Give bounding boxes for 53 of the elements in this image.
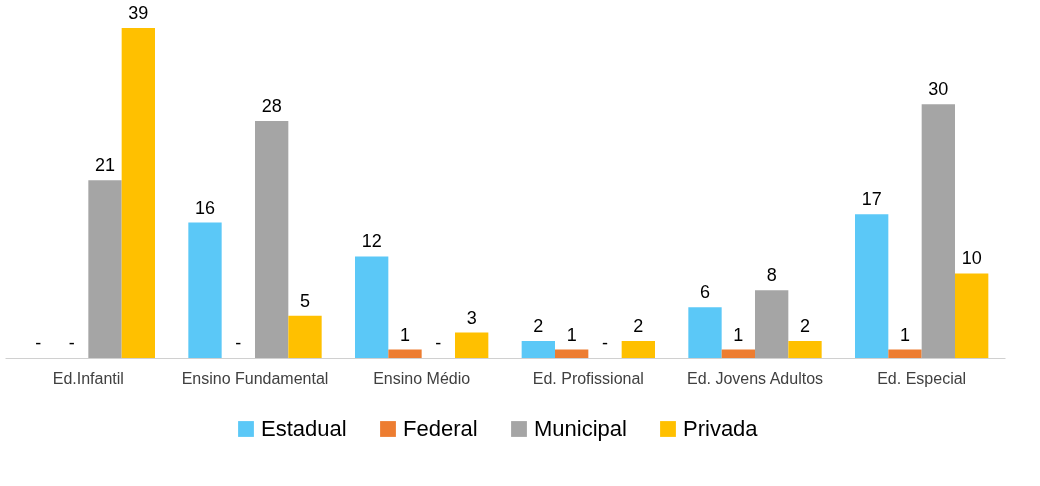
legend-label: Municipal bbox=[534, 416, 627, 441]
legend-label: Privada bbox=[683, 416, 759, 441]
data-label: 8 bbox=[766, 265, 777, 286]
data-label: 1 bbox=[899, 324, 911, 345]
data-label: 1 bbox=[399, 324, 411, 345]
data-label: 30 bbox=[928, 79, 949, 100]
x-tick-label: Ensino Fundamental bbox=[181, 369, 329, 387]
bar bbox=[755, 290, 789, 358]
bar bbox=[88, 180, 122, 358]
text: - bbox=[435, 333, 442, 353]
bar bbox=[788, 341, 822, 358]
bar bbox=[855, 214, 889, 358]
bar bbox=[255, 121, 289, 358]
text: - bbox=[68, 333, 75, 353]
legend-label: Estadual bbox=[261, 416, 347, 441]
data-label: 12 bbox=[361, 231, 382, 252]
bar bbox=[188, 222, 222, 358]
bar bbox=[688, 307, 722, 358]
x-tick-label: Ensino Médio bbox=[373, 369, 471, 387]
data-label: 21 bbox=[94, 155, 116, 176]
data-label: 2 bbox=[533, 316, 544, 337]
data-label: 16 bbox=[194, 197, 216, 218]
text: - bbox=[35, 333, 42, 353]
data-label: 1 bbox=[566, 324, 577, 345]
bar bbox=[521, 341, 555, 358]
bar bbox=[121, 28, 155, 358]
data-label: 6 bbox=[699, 282, 711, 303]
x-tick-label: Ed. Especial bbox=[877, 369, 967, 387]
bar bbox=[955, 273, 989, 358]
bar bbox=[455, 332, 489, 358]
bar bbox=[288, 315, 322, 358]
bar bbox=[621, 341, 655, 358]
data-label: 10 bbox=[961, 248, 982, 269]
data-label: 5 bbox=[299, 290, 311, 311]
text: - bbox=[235, 333, 242, 353]
data-label: 2 bbox=[799, 316, 811, 337]
text: - bbox=[602, 333, 608, 353]
bar bbox=[721, 349, 755, 358]
bar bbox=[888, 349, 922, 358]
bar bbox=[355, 256, 389, 358]
legend-label: Federal bbox=[403, 416, 478, 441]
data-label: 39 bbox=[128, 3, 149, 23]
bar bbox=[921, 104, 955, 358]
data-label: 28 bbox=[261, 96, 282, 117]
data-label: 2 bbox=[633, 316, 644, 337]
bar bbox=[555, 349, 589, 358]
data-label: 3 bbox=[466, 307, 477, 328]
data-label: 1 bbox=[733, 324, 744, 345]
data-label: 17 bbox=[861, 189, 882, 210]
bar bbox=[388, 349, 422, 358]
x-tick-label: Ed. Jovens Adultos bbox=[686, 369, 824, 387]
x-tick-label: Ed. Profissional bbox=[532, 369, 644, 387]
x-tick-label: Ed.Infantil bbox=[52, 369, 124, 387]
